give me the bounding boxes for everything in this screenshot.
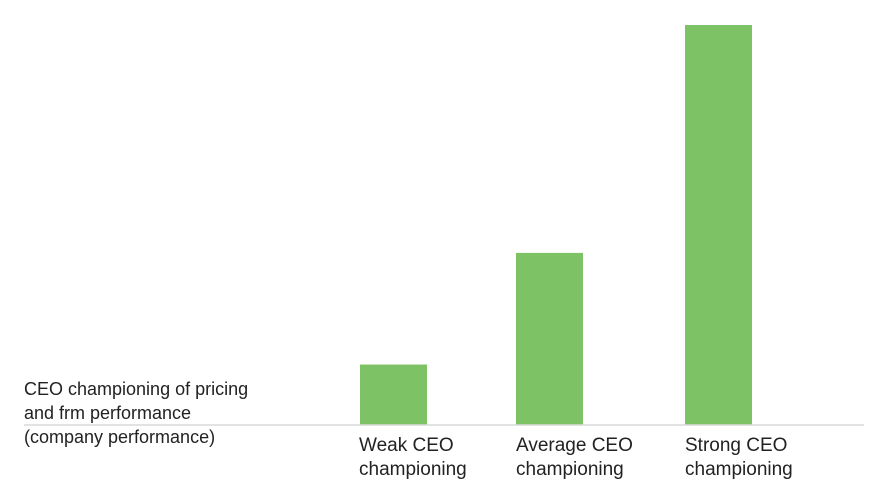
category-label-strong-line-2: championing [685,459,793,480]
category-label-average: Average CEO championing [516,434,686,482]
category-label-weak: Weak CEO championing [359,434,529,482]
category-label-average-line-1: Average CEO [516,435,633,456]
bar-average-ceo [516,252,583,425]
bars-group [360,25,752,425]
y-axis-label-line-2: and frm performance [24,403,192,423]
bar-strong-ceo [685,25,752,425]
category-label-strong: Strong CEO championing [685,434,855,482]
bar-weak-ceo [360,364,427,425]
category-label-strong-line-1: Strong CEO [685,435,788,456]
y-axis-label: CEO championing of pricing and frm perfo… [24,377,314,449]
category-label-average-line-2: championing [516,459,624,480]
category-label-weak-line-2: championing [359,459,467,480]
y-axis-label-line-3: (company performance) [24,427,216,447]
category-label-weak-line-1: Weak CEO [359,435,454,456]
y-axis-label-line-1: CEO championing of pricing [24,379,249,399]
